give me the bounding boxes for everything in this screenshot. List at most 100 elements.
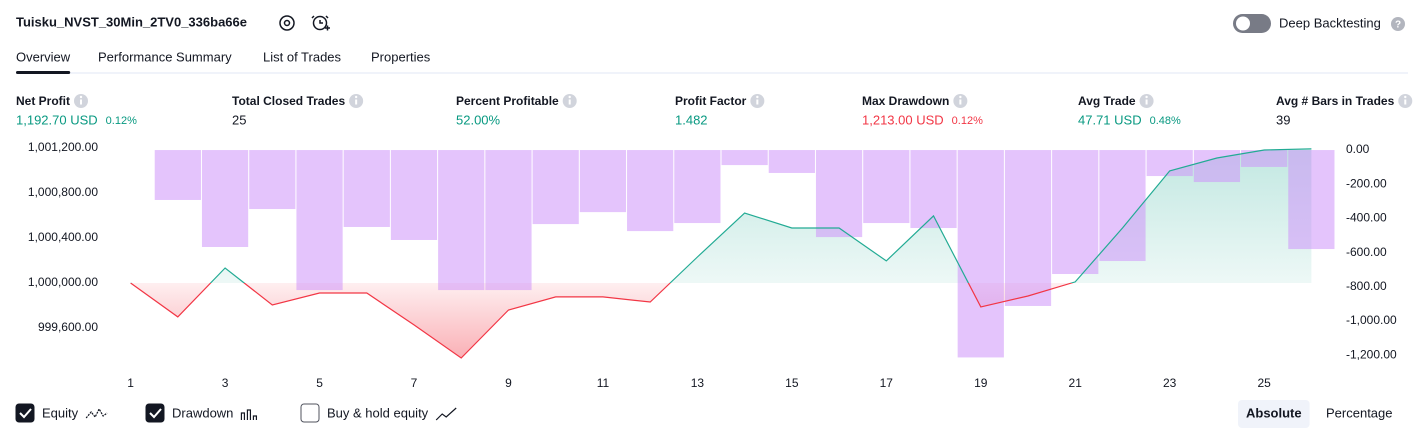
info-icon[interactable] (74, 94, 88, 108)
info-stem (756, 99, 759, 105)
drawdown-bar (579, 150, 627, 213)
info-dot (354, 95, 358, 99)
y-tick-label: 1,000,400.00 (28, 230, 98, 244)
drawdown-bar (485, 150, 532, 291)
info-stem (1145, 99, 1148, 105)
metric-value: 52.00% (456, 112, 501, 127)
equity-area (130, 148, 1312, 358)
info-icon[interactable] (953, 94, 968, 108)
y-tick-label: 999,600.00 (38, 320, 98, 334)
drawdown-bar (863, 150, 910, 224)
mode-button-label[interactable]: Percentage (1326, 405, 1393, 420)
metric-label: Percent Profitable (456, 94, 559, 108)
info-icon[interactable] (562, 94, 577, 108)
check-mark (19, 408, 32, 419)
drawdown-bar (1052, 150, 1099, 275)
legend-label: Equity (42, 405, 79, 420)
info-dot (756, 95, 759, 99)
x-tick-label: 9 (505, 376, 512, 390)
y2-tick-label: -400.00 (1346, 211, 1387, 225)
info-dot (1404, 95, 1407, 99)
metric-value: 1.482 (675, 112, 708, 127)
check-mark (149, 408, 162, 419)
metric-label: Profit Factor (675, 94, 747, 108)
metric-percent: 0.12% (106, 115, 137, 127)
y-tick-label: 1,001,200.00 (28, 140, 98, 154)
info-icon[interactable] (750, 94, 765, 108)
strategy-title: Tuisku_NVST_30Min_2TV0_336ba66e (16, 14, 247, 29)
legend-checkbox[interactable] (145, 403, 165, 423)
x-tick-label: 19 (974, 376, 988, 390)
drawdown-bar (1004, 150, 1052, 306)
legend-checkbox[interactable] (15, 403, 35, 423)
svg-text:?: ? (1395, 20, 1401, 31)
metric-label: Avg # Bars in Trades (1276, 94, 1395, 108)
metric-label: Avg Trade (1078, 94, 1136, 108)
tab-underline (16, 71, 71, 74)
drawdown-bar (201, 150, 249, 247)
info-icon[interactable] (349, 94, 364, 108)
info-dot (959, 95, 962, 99)
drawdown-bar (1146, 150, 1193, 177)
mode-button-label[interactable]: Absolute (1246, 405, 1302, 420)
metric-percent: 0.48% (1150, 115, 1181, 127)
info-dot (1145, 95, 1148, 99)
metric-label: Total Closed Trades (232, 94, 345, 108)
alert-icon[interactable] (311, 15, 330, 31)
help-icon[interactable]: ? (1391, 17, 1405, 31)
drawdown-bar (957, 150, 1004, 358)
y2-tick-label: -200.00 (1346, 176, 1387, 190)
metric-label: Max Drawdown (862, 94, 949, 108)
x-tick-label: 25 (1257, 376, 1271, 390)
y2-tick-label: 0.00 (1346, 142, 1370, 156)
info-dot (79, 95, 83, 99)
tab[interactable]: Properties (371, 49, 431, 64)
drawdown-bar (768, 150, 815, 173)
y2-tick-label: -800.00 (1346, 279, 1387, 293)
drawdown-bar (1241, 150, 1288, 167)
metric-label: Net Profit (16, 94, 70, 108)
drawdown-bar (390, 150, 438, 240)
drawdown-bar (438, 150, 485, 291)
x-tick-label: 1 (127, 376, 134, 390)
metric-value: 47.71 USD (1078, 112, 1142, 127)
y2-tick-label: -1,000.00 (1346, 313, 1397, 327)
drawdown-bar (532, 150, 579, 225)
info-stem (1404, 99, 1407, 105)
deep-backtesting-toggle[interactable] (1233, 14, 1271, 33)
drawdown-bar (815, 150, 863, 238)
drawdown-bar (1099, 150, 1146, 262)
settings-icon[interactable] (279, 15, 295, 31)
y-tick-label: 1,000,000.00 (28, 275, 98, 289)
legend-label: Drawdown (172, 405, 233, 420)
tab[interactable]: Performance Summary (98, 49, 232, 64)
y2-tick-label: -600.00 (1346, 245, 1387, 259)
drawdown-bar (674, 150, 721, 224)
info-stem (355, 99, 358, 105)
x-tick-label: 13 (691, 376, 705, 390)
metric-value: 1,213.00 USD (862, 112, 944, 127)
drawdown-bar (249, 150, 296, 210)
drawdown-bar (721, 150, 768, 166)
x-tick-label: 3 (222, 376, 229, 390)
x-tick-label: 5 (316, 376, 323, 390)
info-icon[interactable] (1398, 94, 1413, 108)
metric-percent: 0.12% (952, 115, 983, 127)
metric-value: 25 (232, 112, 246, 127)
y2-tick-label: -1,200.00 (1346, 347, 1397, 361)
mode-button[interactable] (1238, 400, 1310, 428)
info-icon[interactable] (1139, 94, 1154, 108)
drawdown-bar (910, 150, 957, 229)
legend-checkbox[interactable] (300, 403, 320, 423)
y-tick-label: 1,000,800.00 (28, 185, 98, 199)
equity-line (130, 148, 1312, 359)
tab[interactable]: List of Trades (263, 49, 342, 64)
metric-value: 39 (1276, 112, 1290, 127)
drawdown-bar (627, 150, 674, 232)
info-stem (80, 99, 82, 105)
tab[interactable]: Overview (16, 49, 71, 64)
x-tick-label: 17 (880, 376, 894, 390)
legend-icon (85, 407, 108, 419)
x-tick-label: 21 (1069, 376, 1083, 390)
